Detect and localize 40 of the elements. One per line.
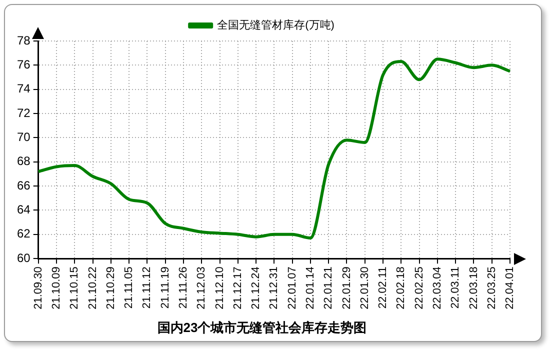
text: 国内23个城市无缝管社会库存走势图 — [157, 320, 367, 335]
x-tick-label: 22.02.18 — [395, 266, 408, 310]
x-tick-label: 22.01.29 — [340, 266, 353, 310]
x-tick-label: 22.01.14 — [304, 266, 316, 310]
x-tick-label: 21.12.24 — [250, 266, 262, 310]
x-tick-label: 22.03.04 — [431, 266, 444, 310]
y-tick-label: 72 — [16, 106, 31, 120]
x-tick-label: 21.11.12 — [141, 266, 154, 309]
y-tick-label: 66 — [16, 178, 31, 192]
y-tick-label: 62 — [16, 226, 31, 241]
x-tick-label: 22.02.11 — [377, 266, 390, 309]
y-tick-label: 68 — [16, 154, 31, 168]
y-tick-label: 60 — [16, 250, 31, 265]
x-tick-label: 22.01.07 — [286, 266, 298, 310]
y-tick-label: 74 — [16, 82, 31, 96]
x-tick-label: 21.10.22 — [86, 266, 99, 310]
x-tick-label: 21.10.15 — [68, 266, 81, 310]
x-tick-label: 21.11.19 — [159, 266, 172, 309]
x-tick-label: 21.10.29 — [104, 266, 117, 310]
legend-label: 全国无缝管材库存(万吨) — [217, 18, 334, 32]
x-tick-label: 22.02.25 — [413, 266, 426, 310]
x-tick-label: 22.01.30 — [358, 266, 371, 310]
y-tick-label: 76 — [16, 57, 31, 72]
x-tick-label: 21.12.31 — [268, 266, 280, 310]
x-tick-label: 22.03.18 — [468, 266, 480, 310]
line-series — [36, 58, 512, 240]
y-tick-label: 70 — [16, 130, 31, 144]
x-tick-label: 21.10.09 — [50, 266, 63, 310]
y-tick-label: 64 — [16, 202, 31, 217]
x-tick-label: 21.09.30 — [32, 266, 44, 310]
x-tick-label: 21.11.26 — [178, 266, 190, 309]
x-tick-label: 21.11.05 — [123, 266, 136, 309]
x-tick-label: 21.12.17 — [232, 266, 244, 310]
y-tick-label: 78 — [16, 33, 31, 48]
x-tick-label: 22.03.25 — [486, 266, 498, 310]
x-tick-label: 21.12.10 — [214, 266, 226, 310]
x-tick-label: 22.01.21 — [322, 266, 335, 310]
x-tick-label: 21.12.03 — [196, 266, 208, 310]
x-tick-label: 22.03.11 — [450, 266, 462, 309]
x-tick-label: 22.04.01 — [504, 266, 516, 310]
